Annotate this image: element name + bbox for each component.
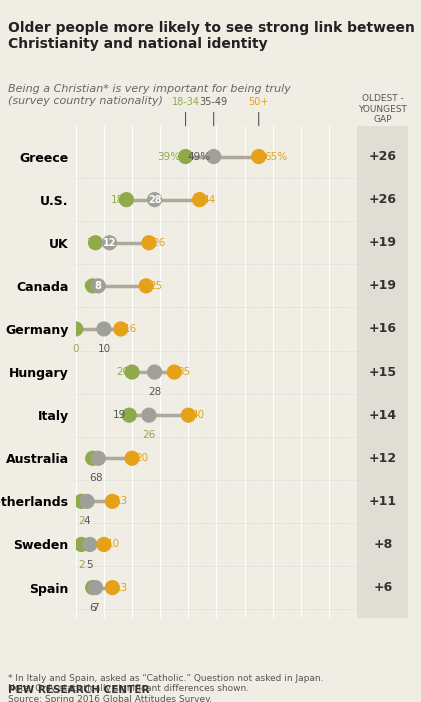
Text: 12: 12 [103,238,116,248]
Point [86,539,93,550]
Text: 8: 8 [95,473,101,484]
Text: 50+: 50+ [248,97,269,126]
Point [126,409,133,420]
Text: 40: 40 [191,410,204,420]
Text: OLDEST -
YOUNGEST
GAP: OLDEST - YOUNGEST GAP [358,94,407,124]
Text: 8: 8 [95,281,102,291]
Point [146,237,152,249]
Text: +11: +11 [369,495,397,508]
Text: 20: 20 [116,367,129,377]
Text: 28: 28 [148,387,161,397]
Text: +19: +19 [369,279,397,292]
Text: +15: +15 [369,366,397,378]
Point [129,453,136,464]
Text: +8: +8 [373,538,392,551]
Point [89,280,96,291]
Text: 26: 26 [142,430,156,440]
Text: 25: 25 [149,281,162,291]
Point [109,496,116,507]
Point [182,151,189,162]
Text: +26: +26 [369,193,397,206]
Text: +26: +26 [369,150,397,163]
Text: 13: 13 [115,496,128,506]
Text: 49%: 49% [188,152,211,161]
Text: 2: 2 [78,559,85,569]
Point [151,194,158,205]
Text: 6: 6 [83,281,90,291]
Text: Older people more likely to see strong link between
Christianity and national id: Older people more likely to see strong l… [8,21,415,51]
Text: 6: 6 [89,603,96,613]
Point [123,194,130,205]
Text: 20: 20 [135,453,148,463]
Point [89,582,96,593]
Text: PEW RESEARCH CENTER: PEW RESEARCH CENTER [8,685,150,695]
Point [210,151,217,162]
Point [101,539,107,550]
Point [92,237,99,249]
Text: 10: 10 [97,344,110,354]
Point [72,324,79,335]
Point [78,496,85,507]
Text: 10: 10 [107,539,120,550]
Point [95,280,101,291]
Text: 19: 19 [113,410,126,420]
Text: 26: 26 [152,238,165,248]
Text: 39%: 39% [157,152,180,161]
Text: 0: 0 [72,344,79,354]
Text: 18: 18 [110,194,124,205]
Text: +16: +16 [369,322,397,336]
Point [117,324,124,335]
Text: Being a Christian* is very important for being truly
(survey country nationality: Being a Christian* is very important for… [8,84,291,106]
Point [146,409,152,420]
Text: +14: +14 [369,409,397,422]
Text: * In Italy and Spain, asked as “Catholic.” Question not asked in Japan.
Note: On: * In Italy and Spain, asked as “Catholic… [8,674,324,702]
Point [129,366,136,378]
Text: 7: 7 [92,603,99,613]
Point [106,237,113,249]
Point [101,324,107,335]
Point [185,409,192,420]
Text: 18-34: 18-34 [171,97,200,126]
Text: 4: 4 [84,517,91,526]
Text: 35: 35 [177,367,190,377]
Text: 7: 7 [86,238,93,248]
Point [92,582,99,593]
Point [84,496,91,507]
Point [151,366,158,378]
Text: +6: +6 [373,581,392,594]
Text: 28: 28 [148,194,161,205]
Point [196,194,203,205]
Point [78,539,85,550]
Text: +12: +12 [369,452,397,465]
Text: 35-49: 35-49 [200,97,228,126]
Text: 65%: 65% [264,152,288,161]
Text: 5: 5 [87,559,93,569]
Text: 13: 13 [115,583,128,592]
Point [255,151,262,162]
Point [109,582,116,593]
Text: 16: 16 [124,324,137,334]
Point [89,453,96,464]
Text: 6: 6 [89,473,96,484]
Point [143,280,149,291]
Text: +19: +19 [369,237,397,249]
Text: 44: 44 [203,194,216,205]
Point [95,453,101,464]
Point [171,366,178,378]
Text: 2: 2 [78,517,85,526]
